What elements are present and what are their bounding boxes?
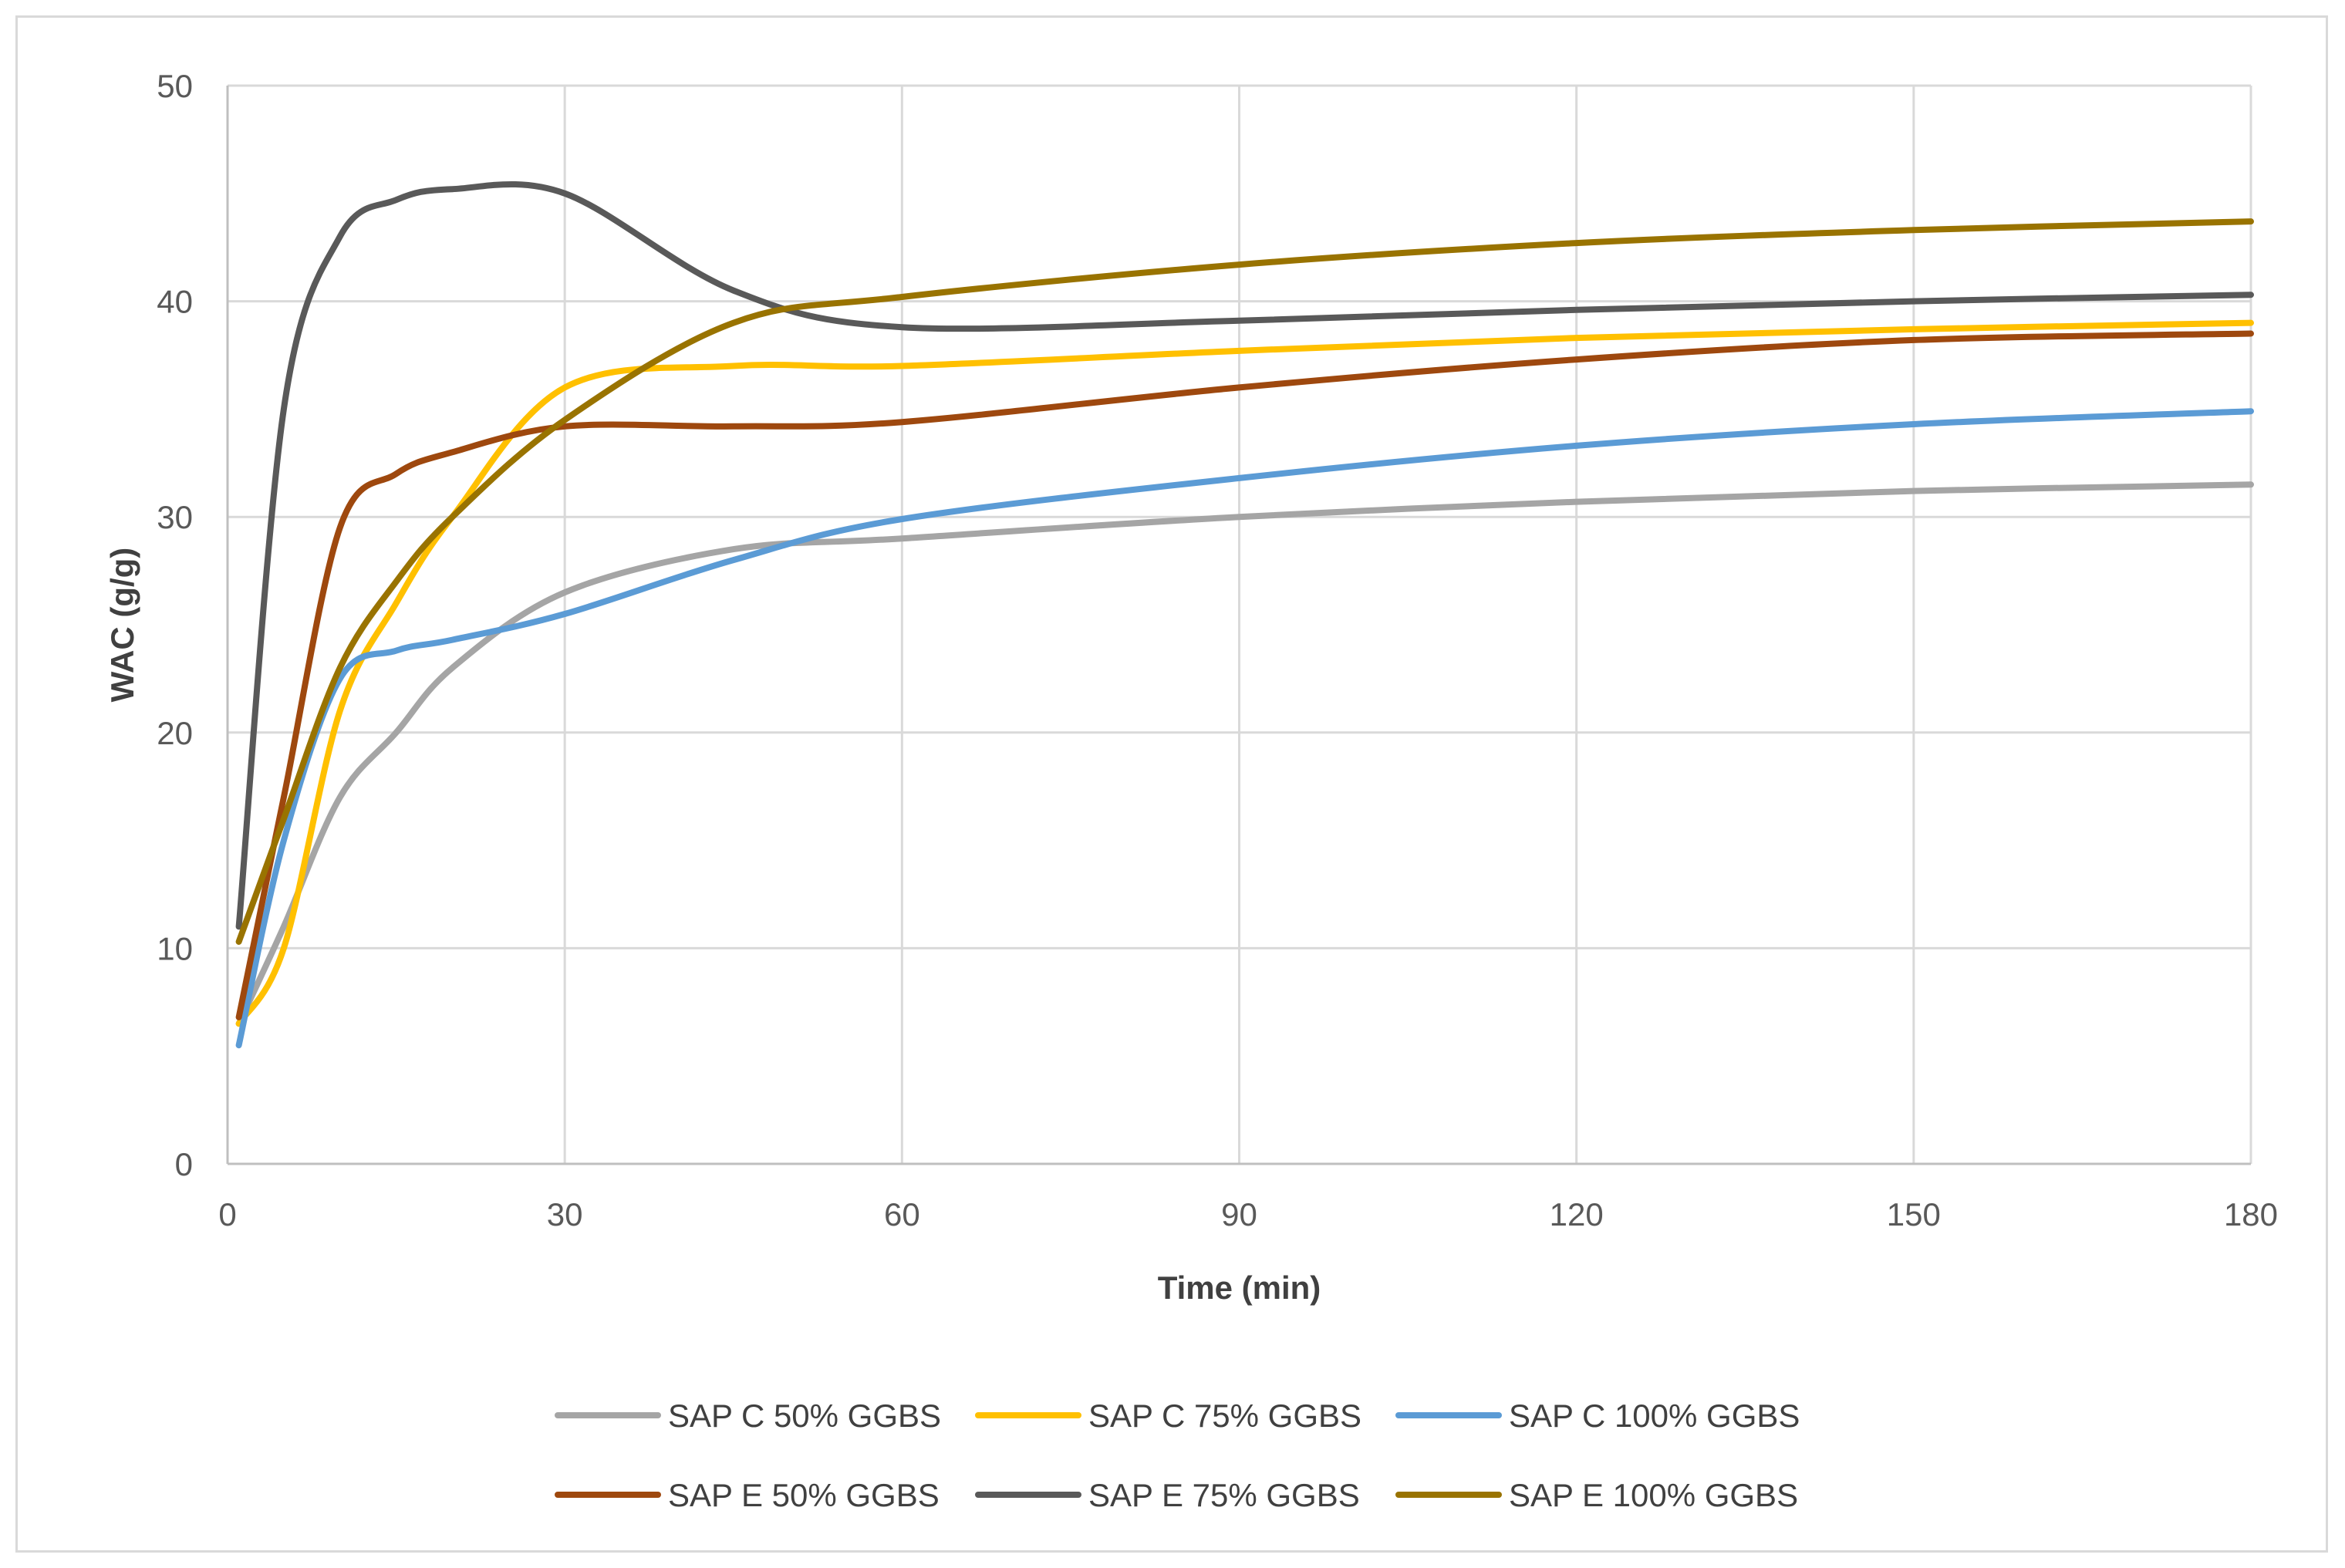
x-tick-label: 60 — [884, 1196, 920, 1232]
x-tick-label: 0 — [218, 1196, 236, 1232]
legend-label-sap-c-100pct-ggbs: SAP C 100% GGBS — [1509, 1398, 1800, 1434]
legend-label-sap-e-100pct-ggbs: SAP E 100% GGBS — [1509, 1477, 1798, 1513]
series-line-sap-c-50pct-ggbs — [235, 481, 2254, 1027]
x-tick-label: 180 — [2224, 1196, 2278, 1232]
x-tick-label: 30 — [547, 1196, 583, 1232]
legend-label-sap-e-50pct-ggbs: SAP E 50% GGBS — [668, 1477, 940, 1513]
legend-label-sap-e-75pct-ggbs: SAP E 75% GGBS — [1088, 1477, 1360, 1513]
series-line-sap-e-50pct-ggbs — [235, 330, 2254, 1020]
series-line-sap-c-100pct-ggbs — [235, 408, 2254, 1049]
y-axis-title: WAC (g/g) — [104, 548, 140, 703]
legend-label-sap-c-50pct-ggbs: SAP C 50% GGBS — [668, 1398, 941, 1434]
series-line-sap-e-100pct-ggbs — [235, 218, 2254, 945]
legend: SAP C 50% GGBS SAP C 75% GGBS SAP C 100% G… — [555, 1398, 1800, 1513]
y-tick-label: 50 — [157, 68, 193, 104]
x-tick-label: 150 — [1887, 1196, 1941, 1232]
x-axis-title: Time (min) — [1158, 1270, 1321, 1306]
x-tick-labels: 0 30 60 90 120 150 180 — [218, 1196, 2278, 1232]
y-tick-label: 20 — [157, 715, 193, 751]
y-tick-labels: 0 10 20 30 40 50 — [157, 68, 193, 1182]
y-tick-label: 40 — [157, 284, 193, 320]
chart-frame: 0 10 20 30 40 50 0 30 60 90 120 150 180 Time (min) … — [15, 15, 2328, 1553]
y-tick-label: 30 — [157, 499, 193, 535]
series-line-sap-e-75pct-ggbs — [235, 181, 2254, 930]
x-tick-label: 120 — [1550, 1196, 1604, 1232]
y-tick-label: 10 — [157, 930, 193, 966]
legend-label-sap-c-75pct-ggbs: SAP C 75% GGBS — [1088, 1398, 1361, 1434]
series-line-sap-c-75pct-ggbs — [235, 319, 2254, 1027]
y-tick-label: 0 — [175, 1146, 193, 1182]
gridlines — [228, 84, 2252, 1164]
axes — [226, 86, 2251, 1165]
series-lines — [235, 181, 2254, 1049]
x-tick-label: 90 — [1221, 1196, 1257, 1232]
